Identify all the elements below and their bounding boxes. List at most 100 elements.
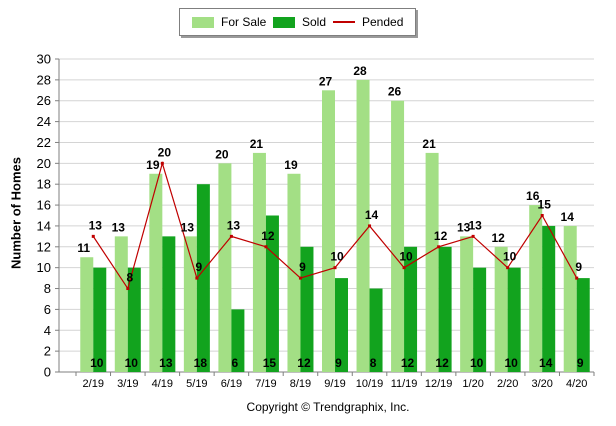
data-label-for-sale: 20 <box>215 147 229 161</box>
bar-for-sale <box>563 225 577 372</box>
bar-for-sale <box>252 152 266 372</box>
x-tick-label: 8/19 <box>290 378 311 390</box>
data-label-for-sale: 16 <box>526 189 540 203</box>
pended-point <box>368 224 372 228</box>
data-label-sold: 8 <box>370 356 377 370</box>
bar-sold <box>335 278 348 372</box>
x-tick-label: 9/19 <box>324 378 345 390</box>
data-label-pended: 12 <box>261 229 275 243</box>
bar-sold <box>473 267 487 372</box>
y-tick-label: 0 <box>44 365 51 380</box>
pended-point <box>91 234 95 238</box>
data-label-pended: 12 <box>434 229 448 243</box>
x-tick-label: 7/19 <box>255 378 276 390</box>
bar-for-sale <box>460 236 474 372</box>
y-tick-label: 4 <box>44 323 51 338</box>
pended-point <box>229 234 233 238</box>
legend-swatch-sold <box>273 16 295 28</box>
bar-sold <box>542 225 556 372</box>
legend-label-sold: Sold <box>302 15 327 29</box>
y-tick-label: 16 <box>37 198 51 213</box>
x-tick-label: 3/19 <box>117 378 138 390</box>
pended-point <box>402 266 406 270</box>
data-label-sold: 10 <box>125 356 139 370</box>
bar-sold <box>369 288 383 372</box>
data-label-pended: 10 <box>399 250 413 264</box>
legend-item-pended: Pended <box>333 15 403 29</box>
data-label-for-sale: 28 <box>353 64 367 78</box>
x-tick-label: 10/19 <box>356 378 384 390</box>
y-tick-label: 24 <box>37 114 51 129</box>
x-tick-label: 4/20 <box>566 378 587 390</box>
bar-for-sale <box>425 152 439 372</box>
pended-point <box>195 276 199 280</box>
data-label-sold: 14 <box>539 356 553 370</box>
data-label-pended: 15 <box>538 198 552 212</box>
x-tick-label: 11/19 <box>391 378 418 390</box>
y-axis-title: Number of Homes <box>8 157 24 269</box>
bar-for-sale <box>218 163 232 372</box>
bar-sold <box>576 278 590 372</box>
data-label-sold: 6 <box>232 356 239 370</box>
y-tick-label: 14 <box>37 218 51 233</box>
data-label-pended: 13 <box>468 218 482 232</box>
y-tick-label: 30 <box>37 52 51 67</box>
pended-point <box>160 161 164 165</box>
x-tick-label: 12/19 <box>425 378 453 390</box>
data-label-pended: 10 <box>503 250 517 264</box>
bar-for-sale <box>149 173 163 372</box>
data-label-pended: 10 <box>330 250 344 264</box>
bar-sold <box>196 184 210 372</box>
data-label-sold: 10 <box>504 356 518 370</box>
copyright-text: Copyright © Trendgraphix, Inc. <box>246 400 410 414</box>
x-tick-label: 5/19 <box>186 378 207 390</box>
y-tick-label: 8 <box>44 281 51 296</box>
data-label-sold: 13 <box>159 356 173 370</box>
bars <box>80 79 590 373</box>
bar-for-sale <box>322 90 335 373</box>
x-tick-label: 3/20 <box>531 378 552 390</box>
data-label-for-sale: 21 <box>422 137 436 151</box>
pended-point <box>506 266 510 270</box>
legend-swatch-for-sale <box>192 16 214 28</box>
data-label-for-sale: 13 <box>457 220 471 234</box>
pended-point <box>471 234 475 238</box>
data-label-for-sale: 12 <box>491 231 505 245</box>
x-tick-label: 1/20 <box>462 378 483 390</box>
x-tick-label: 2/20 <box>497 378 518 390</box>
legend-swatch-pended <box>333 21 355 23</box>
pended-point <box>540 214 544 217</box>
data-label-pended: 13 <box>227 218 241 232</box>
bar-for-sale <box>529 205 543 372</box>
y-tick-label: 2 <box>44 344 51 359</box>
y-tick-label: 18 <box>37 177 51 192</box>
bar-for-sale <box>80 257 94 372</box>
legend-item-sold: Sold <box>273 15 326 29</box>
data-label-sold: 9 <box>335 356 342 370</box>
bar-for-sale <box>391 100 405 372</box>
pended-point <box>264 245 268 249</box>
y-tick-label: 10 <box>37 260 51 275</box>
bar-for-sale <box>183 236 197 372</box>
data-label-pended: 9 <box>299 260 306 274</box>
data-label-sold: 10 <box>470 356 484 370</box>
pended-point <box>437 245 441 249</box>
data-label-for-sale: 11 <box>77 241 90 255</box>
bar-for-sale <box>114 236 128 372</box>
data-label-for-sale: 19 <box>284 158 298 172</box>
data-label-sold: 12 <box>435 356 449 370</box>
y-tick-label: 6 <box>44 302 51 317</box>
legend-label-pended: Pended <box>362 15 404 29</box>
y-tick-label: 26 <box>37 93 51 108</box>
x-tick-label: 6/19 <box>221 378 242 390</box>
pended-point <box>298 276 302 280</box>
data-label-pended: 9 <box>575 260 582 274</box>
bar-sold <box>300 246 314 372</box>
bar-sold <box>404 246 418 372</box>
bar-sold <box>162 236 176 372</box>
data-label-sold: 12 <box>401 356 415 370</box>
legend-label-for-sale: For Sale <box>221 15 267 29</box>
